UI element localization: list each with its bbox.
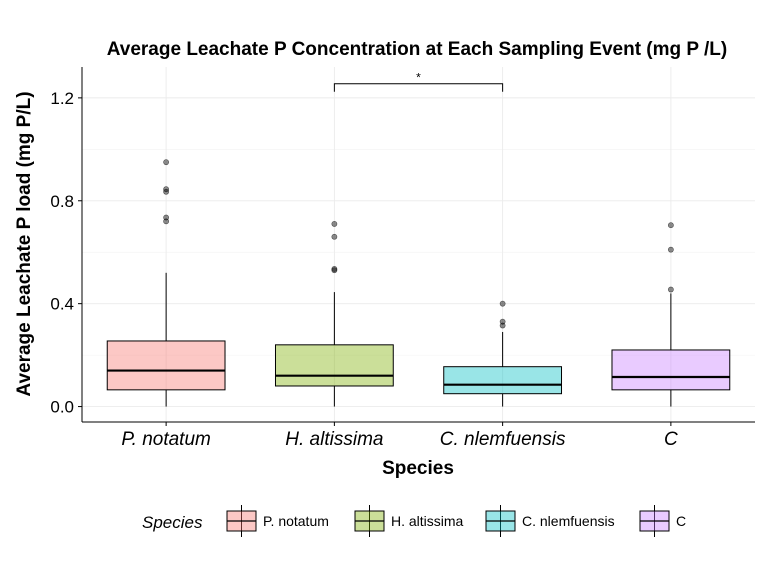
plot-area: *	[81, 67, 755, 423]
boxplot	[611, 222, 731, 407]
chart-title: Average Leachate P Concentration at Each…	[107, 39, 727, 60]
x-tick-label: C	[664, 429, 678, 450]
significance-annotation: *	[333, 71, 504, 92]
y-tick-label: 0.4	[50, 295, 74, 314]
legend-item: C	[639, 505, 686, 537]
outlier-point	[499, 322, 506, 329]
outlier-point	[667, 246, 674, 253]
legend-item: C. nlemfuensis	[485, 505, 615, 537]
outlier-point	[499, 300, 506, 307]
legend-label: H. altissima	[391, 513, 464, 529]
boxplot	[443, 300, 563, 407]
legend-label: C	[676, 513, 686, 529]
outlier-point	[667, 222, 674, 229]
grid	[82, 67, 755, 422]
box	[611, 349, 731, 391]
x-tick-label: P. notatum	[121, 429, 210, 450]
outlier-point	[163, 188, 170, 195]
significance-label: *	[416, 71, 421, 85]
outlier-point	[331, 267, 338, 274]
y-axis-ticks: 0.0 0.4 0.8 1.2	[50, 89, 82, 417]
legend-title: Species	[142, 513, 203, 532]
x-tick-label: H. altissima	[285, 429, 383, 450]
outlier-point	[331, 233, 338, 240]
box	[106, 340, 226, 391]
boxplot	[274, 221, 394, 407]
boxes	[106, 159, 731, 407]
significance-bracket	[333, 83, 504, 92]
outlier-point	[163, 218, 170, 225]
outlier-point	[163, 159, 170, 166]
y-tick-label: 1.2	[50, 89, 74, 108]
y-tick-label: 0.8	[50, 192, 74, 211]
legend-label: P. notatum	[263, 513, 329, 529]
outlier-point	[331, 221, 338, 227]
x-tick-label: C. nlemfuensis	[440, 429, 566, 450]
legend-item: H. altissima	[354, 505, 464, 537]
x-axis-ticks: P. notatum H. altissima C. nlemfuensis C	[121, 422, 678, 450]
legend-label: C. nlemfuensis	[522, 513, 615, 529]
outlier-point	[667, 286, 674, 293]
y-axis-label: Average Leachate P load (mg P/L)	[14, 91, 35, 396]
legend-item: P. notatum	[226, 505, 329, 537]
box	[443, 366, 563, 395]
boxplot	[106, 159, 226, 407]
legend: Species P. notatum H. altissima C. nlemfue…	[142, 505, 686, 537]
box	[274, 344, 394, 387]
y-tick-label: 0.0	[50, 398, 74, 417]
x-axis-label: Species	[382, 458, 454, 479]
